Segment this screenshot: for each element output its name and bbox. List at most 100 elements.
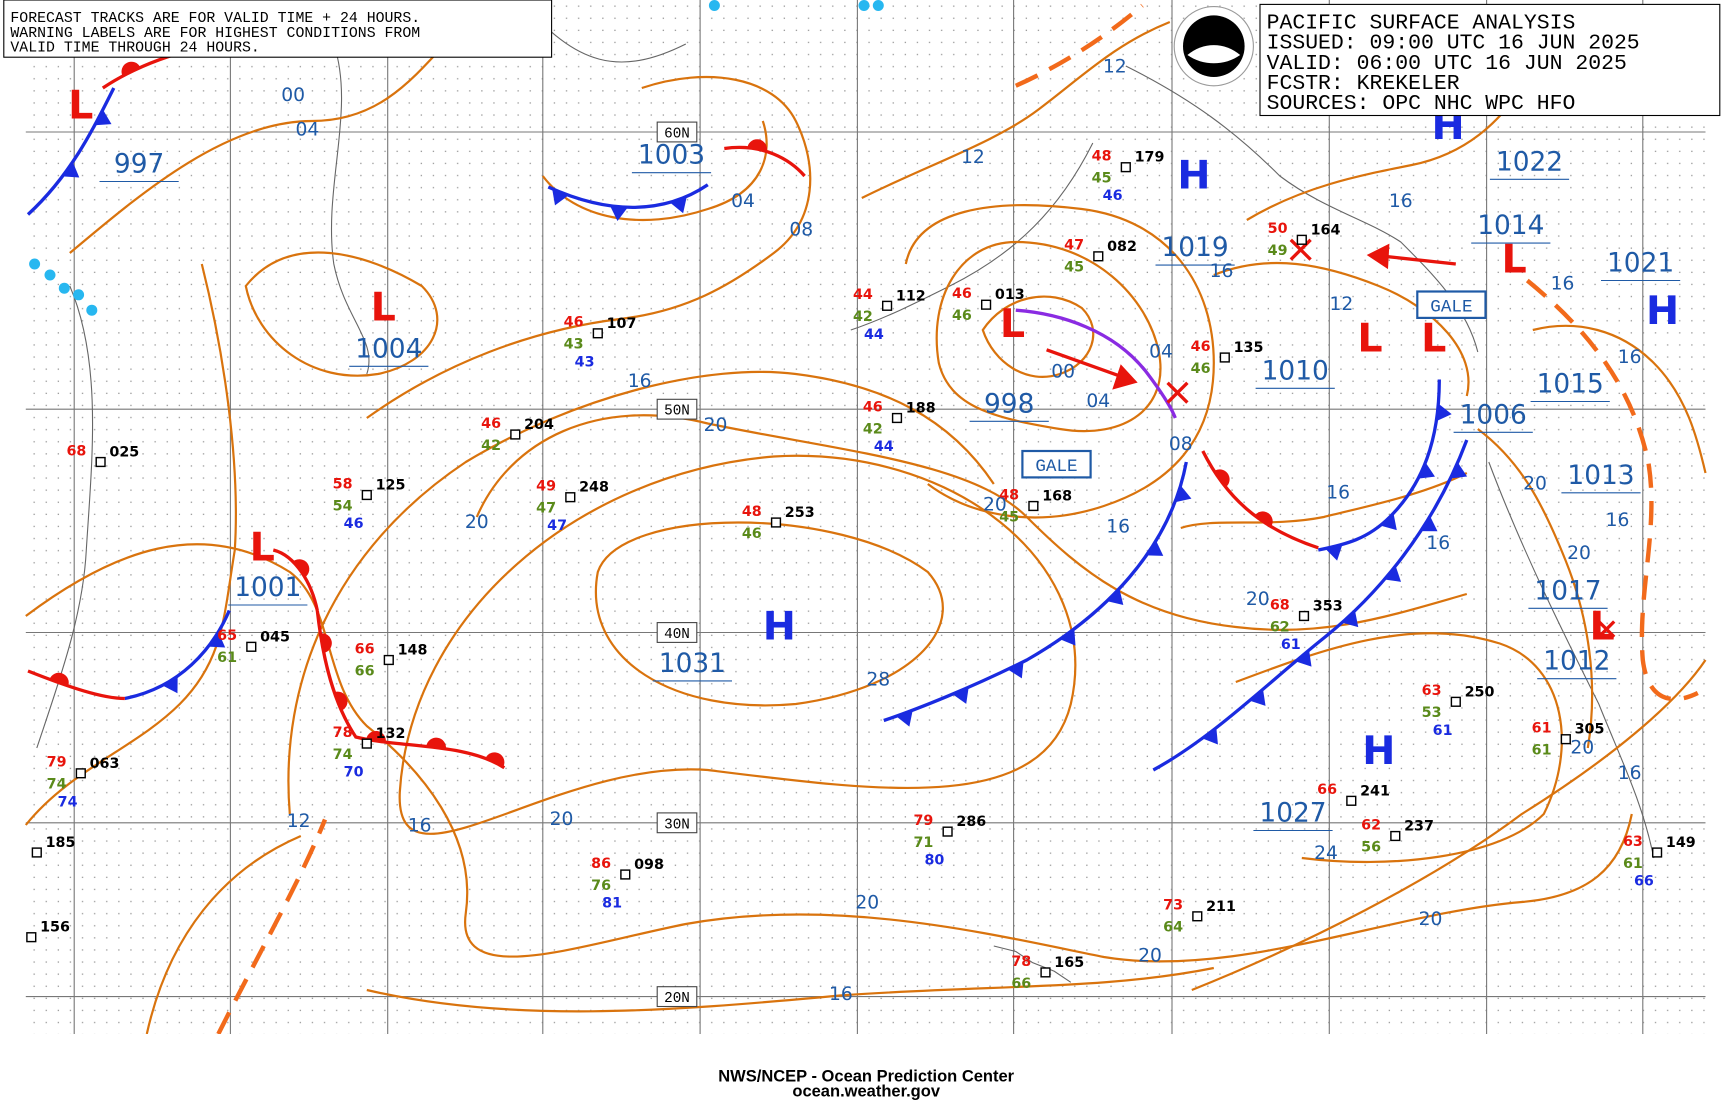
station-marker bbox=[1192, 911, 1203, 922]
cold-front-barb bbox=[162, 676, 178, 694]
isobar-label: 16 bbox=[1326, 482, 1350, 503]
station-marker bbox=[1120, 162, 1131, 173]
cold-front-barb bbox=[1007, 661, 1024, 679]
station-value: 63 bbox=[1623, 834, 1643, 850]
cold-front-barb bbox=[1380, 513, 1397, 531]
cold-front-barb bbox=[1295, 650, 1312, 667]
barb bbox=[1450, 462, 1468, 479]
isobar-label: 20 bbox=[855, 893, 879, 914]
station-value: 56 bbox=[1361, 839, 1381, 855]
station-value: 65 bbox=[217, 628, 237, 644]
station-value: 58 bbox=[333, 476, 353, 492]
barb bbox=[62, 162, 80, 178]
station-value: 61 bbox=[217, 650, 237, 666]
station-value: 47 bbox=[547, 518, 567, 534]
isobar-label: 16 bbox=[1210, 261, 1234, 282]
station-value: 45 bbox=[1092, 171, 1112, 187]
station-value: 66 bbox=[355, 663, 375, 679]
bump bbox=[1213, 469, 1230, 488]
station-value: 48 bbox=[999, 487, 1019, 503]
station-pressure: 353 bbox=[1313, 599, 1343, 615]
station-value: 70 bbox=[344, 765, 364, 781]
station-value: 68 bbox=[66, 443, 86, 459]
station-value: 43 bbox=[575, 354, 595, 370]
notice-box bbox=[3, 0, 553, 58]
station-value: 66 bbox=[1011, 976, 1031, 992]
station-value: 46 bbox=[344, 516, 364, 532]
isobar-label: 08 bbox=[1169, 434, 1193, 455]
station-value: 61 bbox=[1532, 721, 1552, 737]
lat-label-box bbox=[656, 986, 698, 1008]
isobar-label: 12 bbox=[1103, 57, 1127, 78]
lat-label: 40N bbox=[664, 627, 690, 643]
isobar-label: 20 bbox=[704, 415, 728, 436]
station-marker bbox=[1219, 352, 1230, 363]
station-value: 61 bbox=[1532, 743, 1552, 759]
cold-front-barb bbox=[1175, 485, 1192, 503]
station-marker bbox=[891, 412, 903, 424]
isobar-label: 04 bbox=[1149, 341, 1173, 362]
central-pressure: 998 bbox=[984, 388, 1034, 419]
cold-front-barb bbox=[1325, 544, 1343, 561]
warning-box bbox=[1021, 449, 1092, 479]
low-symbol: L bbox=[371, 285, 396, 331]
warm-front-bump bbox=[293, 559, 310, 578]
barb bbox=[1249, 689, 1266, 706]
header-line: VALID: 06:00 UTC 16 JUN 2025 bbox=[1267, 52, 1627, 76]
isobar-label: 16 bbox=[1606, 510, 1630, 531]
station-value: 80 bbox=[924, 853, 944, 869]
barb bbox=[162, 676, 178, 694]
barb bbox=[1420, 516, 1438, 532]
isobar-label: 20 bbox=[983, 494, 1007, 515]
warning-label: GALE bbox=[1035, 457, 1077, 477]
warm-front-bump bbox=[1213, 469, 1230, 488]
low-symbol: L bbox=[1589, 604, 1614, 650]
station-value: 76 bbox=[591, 878, 611, 894]
cold-front-barb bbox=[610, 205, 628, 221]
cold-front-barb bbox=[1060, 628, 1076, 646]
ice-edge bbox=[29, 0, 884, 316]
barb bbox=[1418, 462, 1435, 479]
central-pressure: 1017 bbox=[1534, 575, 1601, 606]
isobar-label: 20 bbox=[1523, 473, 1547, 494]
map-background bbox=[25, 0, 1706, 1034]
station-value: 45 bbox=[999, 509, 1019, 525]
station-pressure: 248 bbox=[579, 480, 609, 496]
notice-line: VALID TIME THROUGH 24 HOURS. bbox=[10, 41, 259, 57]
cold-front-barb bbox=[1418, 462, 1435, 479]
station-pressure: 149 bbox=[1666, 835, 1696, 851]
station-value: 54 bbox=[333, 498, 353, 514]
isobar-label: 16 bbox=[1389, 191, 1413, 212]
station-marker bbox=[592, 328, 603, 339]
station-value: 46 bbox=[1191, 339, 1211, 355]
station-value: 73 bbox=[1163, 898, 1183, 914]
station-marker bbox=[881, 300, 893, 311]
station-value: 74 bbox=[47, 777, 67, 793]
station-marker bbox=[1560, 734, 1571, 745]
station-marker bbox=[770, 517, 782, 528]
station-value: 62 bbox=[1270, 619, 1290, 635]
barb bbox=[208, 632, 226, 648]
central-pressure: 1013 bbox=[1567, 460, 1634, 491]
station-value: 47 bbox=[1064, 238, 1084, 254]
barb bbox=[896, 710, 913, 727]
warning-box bbox=[1416, 290, 1487, 320]
station-value: 42 bbox=[863, 421, 883, 437]
isobar-label: 04 bbox=[1086, 391, 1110, 412]
station-value: 53 bbox=[1422, 705, 1442, 721]
station-pressure: 188 bbox=[906, 400, 936, 416]
barb bbox=[610, 205, 628, 221]
cold-front-barb bbox=[208, 632, 226, 648]
station-value: 45 bbox=[1064, 260, 1084, 276]
station-value: 78 bbox=[1011, 954, 1031, 970]
cold-front-barb bbox=[94, 109, 112, 126]
cold-front-barb bbox=[1249, 689, 1266, 706]
station-marker bbox=[942, 826, 953, 837]
station-pressure: 013 bbox=[995, 287, 1025, 303]
central-pressure: 1019 bbox=[1162, 232, 1229, 263]
station-marker bbox=[1040, 967, 1051, 978]
central-pressure: 1006 bbox=[1460, 399, 1527, 430]
low-symbol: L bbox=[250, 525, 275, 571]
bump bbox=[747, 139, 768, 152]
